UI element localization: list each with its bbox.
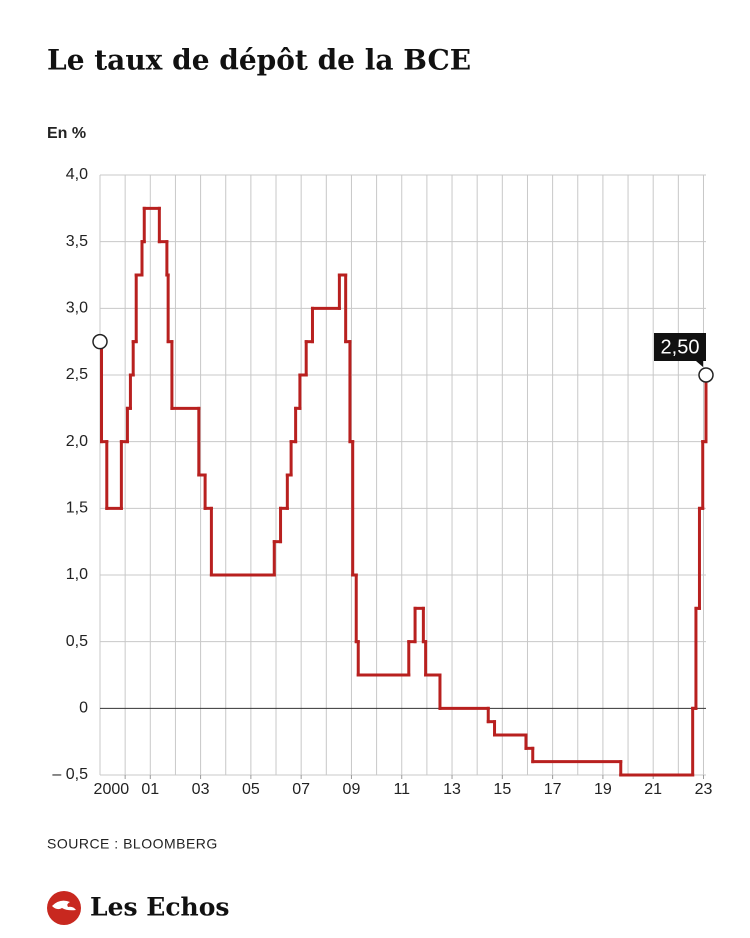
value-label-box bbox=[654, 333, 706, 361]
y-tick-label: 2,5 bbox=[66, 366, 88, 383]
x-tick-label: 17 bbox=[544, 781, 562, 798]
x-tick-label: 23 bbox=[695, 781, 713, 798]
x-tick-label: 09 bbox=[343, 781, 361, 798]
x-tick-label: 07 bbox=[292, 781, 310, 798]
y-tick-label: 3,5 bbox=[66, 233, 88, 250]
value-label: 2,50 bbox=[661, 336, 700, 358]
chart-title: Le taux de dépôt de la BCE bbox=[47, 44, 471, 77]
x-tick-label: 21 bbox=[644, 781, 662, 798]
y-tick-label: 2,0 bbox=[66, 433, 88, 450]
x-tick-label: 11 bbox=[393, 781, 410, 798]
end-marker bbox=[92, 333, 108, 350]
x-tick-label: 01 bbox=[141, 781, 159, 798]
x-tick-label: 13 bbox=[443, 781, 461, 798]
x-tick-label: 05 bbox=[242, 781, 260, 798]
y-tick-label: – 0,5 bbox=[52, 766, 88, 783]
x-tick-label: 19 bbox=[594, 781, 612, 798]
brand-name: Les Echos bbox=[90, 893, 229, 922]
y-tick-label: 0,5 bbox=[66, 633, 88, 650]
grid bbox=[99, 174, 706, 776]
y-tick-label: 4,0 bbox=[66, 166, 88, 183]
value-label-pointer bbox=[696, 361, 703, 367]
y-tick-label: 0 bbox=[79, 700, 88, 717]
source: SOURCE : BLOOMBERG bbox=[47, 836, 218, 852]
y-axis-label: En % bbox=[47, 125, 86, 142]
x-tick-label: 15 bbox=[493, 781, 511, 798]
y-tick-label: 1,0 bbox=[66, 566, 88, 583]
x-tick-label: 2000 bbox=[94, 781, 130, 798]
logo-bird bbox=[52, 900, 76, 911]
y-tick-label: 1,5 bbox=[66, 500, 88, 517]
end-marker bbox=[698, 367, 714, 383]
brand-logo: Les Echos bbox=[47, 891, 229, 925]
series: 2,50 bbox=[92, 206, 714, 777]
x-tick-label: 03 bbox=[192, 781, 210, 798]
y-tick-label: 3,0 bbox=[66, 300, 88, 317]
